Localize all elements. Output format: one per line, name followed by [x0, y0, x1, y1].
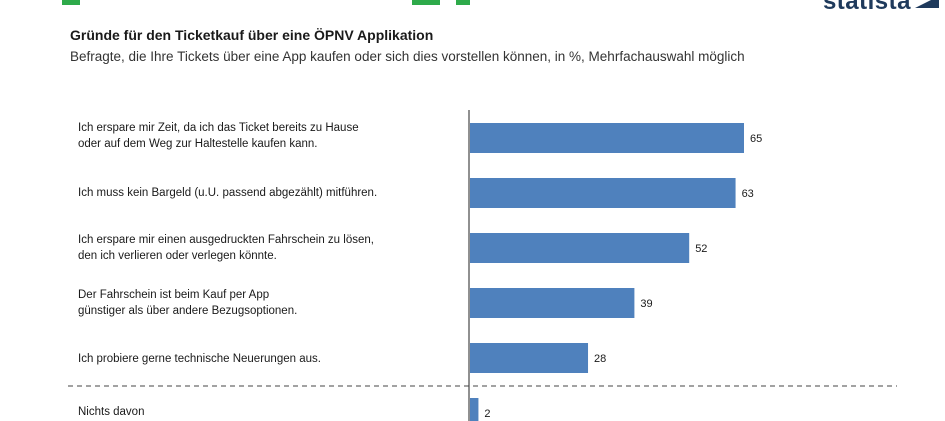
bar	[470, 123, 744, 153]
bar	[470, 233, 690, 263]
bar	[470, 288, 635, 318]
category-label: Der Fahrschein ist beim Kauf per App gün…	[78, 289, 298, 317]
bar	[470, 398, 479, 421]
chart-title: Gründe für den Ticketkauf über eine ÖPNV…	[70, 27, 434, 43]
category-label: Ich erspare mir Zeit, da ich das Ticket …	[78, 122, 359, 150]
top-accent-strip	[0, 0, 945, 5]
bar-value-label: 63	[742, 188, 754, 200]
statista-logo-mark-icon	[915, 0, 939, 8]
bar-value-label: 52	[695, 243, 707, 255]
bar-value-label: 39	[640, 298, 652, 310]
bar	[470, 178, 736, 208]
bar-value-label: 28	[594, 353, 606, 365]
category-label: Ich probiere gerne technische Neuerungen…	[78, 353, 321, 365]
bar-value-label: 2	[484, 408, 490, 420]
category-label: Nichts davon	[78, 406, 145, 418]
bar	[470, 343, 589, 373]
chart-subtitle: Befragte, die Ihre Tickets über eine App…	[70, 49, 745, 64]
category-label: Ich erspare mir einen ausgedruckten Fahr…	[78, 234, 374, 262]
bar-value-label: 65	[750, 133, 762, 145]
category-label: Ich muss kein Bargeld (u.U. passend abge…	[78, 187, 378, 199]
statista-logo: statista	[822, 0, 911, 15]
